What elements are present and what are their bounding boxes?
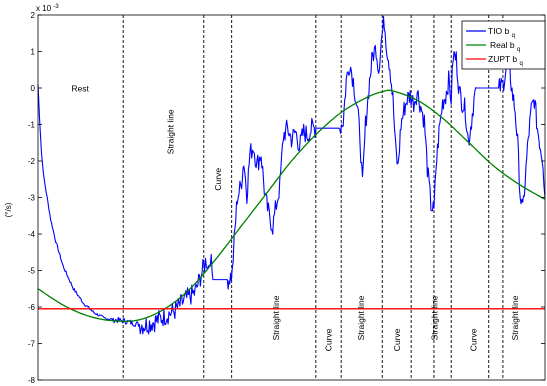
legend-zupt-sub: q — [520, 61, 523, 67]
phase-boundaries — [122, 15, 504, 380]
phase-label: Straight line — [165, 109, 175, 154]
y-tick-label: 1 — [31, 48, 36, 57]
phase-annotations: Rest Straight line Curve Straight line Curve… — [71, 84, 520, 352]
legend-tio-base: TIO b — [488, 26, 510, 36]
y-tick-label: -2 — [28, 157, 36, 166]
legend-zupt-label: ZUPT b q — [488, 54, 523, 67]
y-tick-label: 0 — [31, 84, 36, 93]
y-tick-label: -3 — [28, 194, 36, 203]
plot-frame — [37, 14, 546, 381]
y-tick-label: -4 — [28, 230, 36, 239]
phase-label: Curve — [469, 328, 479, 351]
multiplier-base: x 10 — [36, 4, 52, 13]
series-line-tio — [37, 15, 546, 335]
legend-tio-label: TIO b q — [488, 26, 515, 39]
phase-label: Curve — [324, 328, 334, 351]
axes: 2 1 0 -1 -2 -3 -4 -5 -6 -7 -8 — [28, 11, 546, 385]
phase-label: Straight line — [356, 295, 366, 340]
legend-real-sub: q — [517, 47, 520, 53]
y-axis-label: (°/s) — [4, 202, 13, 217]
phase-label: Curve — [392, 328, 402, 351]
y-tick-label: -8 — [28, 376, 36, 385]
series-layer — [37, 15, 546, 335]
phase-label: Straight line — [271, 295, 281, 340]
legend-real-label: Real b q — [490, 40, 520, 53]
y-tick-label: -7 — [28, 340, 36, 349]
y-tick-label: -6 — [28, 303, 36, 312]
y-tick-label: -5 — [28, 267, 36, 276]
legend-real-base: Real b — [490, 40, 515, 50]
y-tick-label: 2 — [31, 11, 36, 20]
series-line-real — [37, 89, 546, 322]
legend-zupt-base: ZUPT b — [488, 54, 517, 64]
legend: TIO b q Real b q ZUPT b q — [461, 20, 546, 70]
phase-label: Rest — [71, 84, 89, 94]
multiplier-label: x 10 -3 — [36, 4, 59, 13]
phase-label: Curve — [213, 168, 223, 191]
y-tick-label: -1 — [28, 121, 36, 130]
legend-tio-sub: q — [512, 33, 515, 39]
phase-label: Straight line — [430, 295, 440, 340]
multiplier-exponent: -3 — [53, 4, 59, 10]
phase-label: Straight line — [510, 295, 520, 340]
